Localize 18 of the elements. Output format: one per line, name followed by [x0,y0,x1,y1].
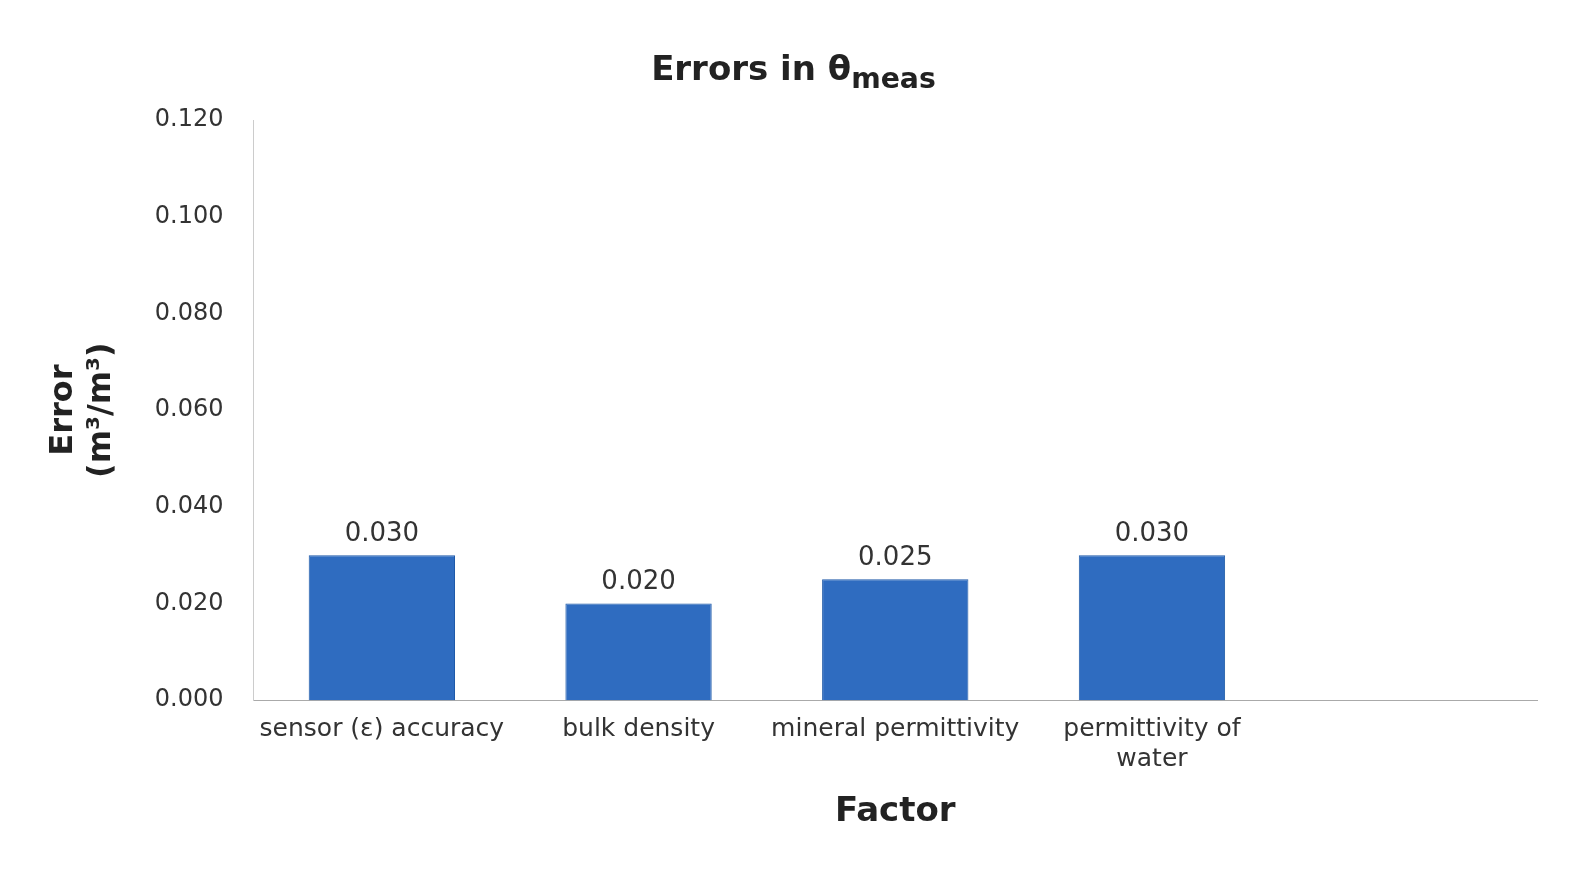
data-label: 0.020 [601,565,676,596]
chart-title: Errors in θ$_{meas}$ [650,48,937,95]
x-tick-label: bulk density [562,712,716,742]
y-tick-label: 0.120 [154,104,224,133]
y-axis-title: Error (m³/m³) [41,342,118,478]
y-tick-label: 0.060 [154,394,224,423]
x-tick-label: permittivity of water [1063,712,1242,772]
data-label: 0.025 [858,541,933,572]
data-label: 0.030 [344,516,420,547]
data-label: 0.030 [1114,516,1190,547]
x-tick-label: mineral permittivity [771,712,1020,742]
y-tick-label: 0.080 [154,297,224,326]
y-tick-label: 0.100 [154,200,224,229]
x-axis-title: Factor [834,789,956,830]
x-tick-label: sensor (ε) accuracy [259,712,505,742]
y-tick-label: 0.020 [154,587,224,616]
y-tick-label: 0.000 [154,684,224,713]
y-tick-label: 0.040 [154,491,224,520]
